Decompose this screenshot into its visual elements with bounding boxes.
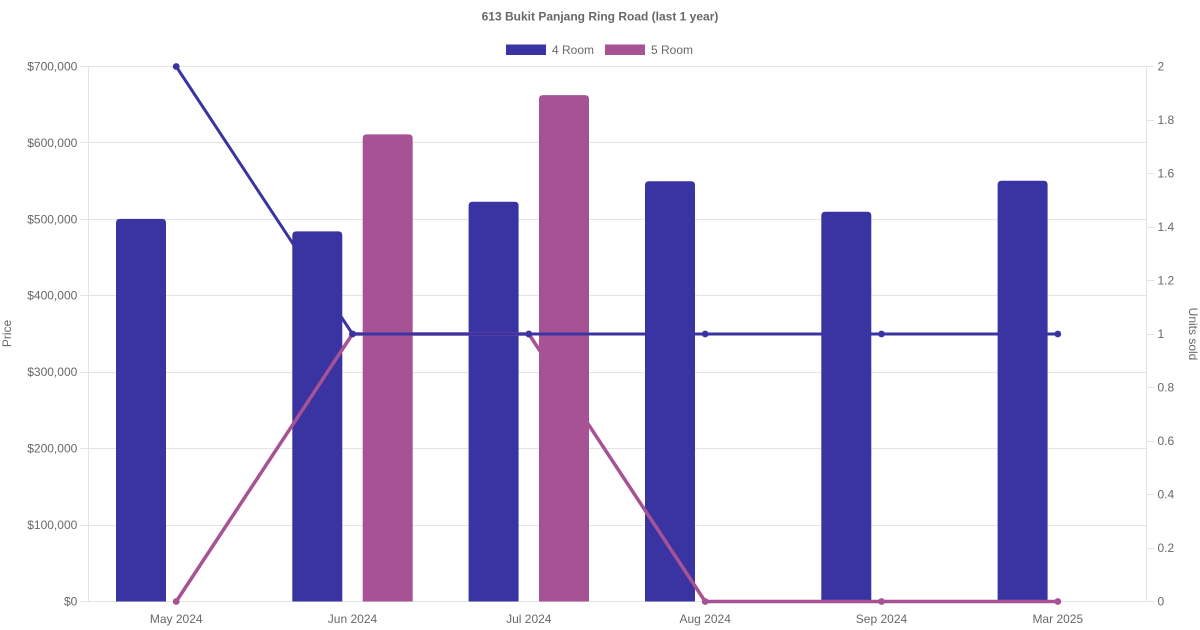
svg-text:$0: $0 [64,594,78,608]
svg-text:May 2024: May 2024 [150,612,203,626]
svg-text:0.4: 0.4 [1158,488,1175,502]
svg-text:2: 2 [1158,60,1165,74]
svg-text:$600,000: $600,000 [27,136,77,150]
svg-text:Units sold: Units sold [1186,308,1200,361]
svg-text:$400,000: $400,000 [27,289,77,303]
svg-text:4 Room: 4 Room [552,43,594,57]
svg-text:1.2: 1.2 [1158,274,1175,288]
svg-text:$200,000: $200,000 [27,442,77,456]
svg-text:Sep 2024: Sep 2024 [856,612,908,626]
svg-text:613 Bukit Panjang Ring Road (l: 613 Bukit Panjang Ring Road (last 1 year… [482,9,719,23]
svg-text:5 Room: 5 Room [651,43,693,57]
svg-text:Aug 2024: Aug 2024 [680,612,732,626]
svg-text:1.6: 1.6 [1158,167,1175,181]
svg-text:0: 0 [1158,595,1165,609]
svg-text:1: 1 [1158,327,1165,341]
svg-text:Jul 2024: Jul 2024 [506,612,552,626]
svg-text:$100,000: $100,000 [27,518,77,532]
svg-text:1.4: 1.4 [1158,220,1175,234]
svg-text:Price: Price [0,320,14,348]
svg-text:Jun 2024: Jun 2024 [328,612,378,626]
svg-text:1.8: 1.8 [1158,113,1175,127]
svg-text:0.8: 0.8 [1158,381,1175,395]
svg-text:0.6: 0.6 [1158,434,1175,448]
svg-text:$700,000: $700,000 [27,59,77,73]
svg-text:Mar 2025: Mar 2025 [1032,612,1083,626]
svg-text:$300,000: $300,000 [27,365,77,379]
svg-text:$500,000: $500,000 [27,212,77,226]
svg-text:0.2: 0.2 [1158,541,1175,555]
